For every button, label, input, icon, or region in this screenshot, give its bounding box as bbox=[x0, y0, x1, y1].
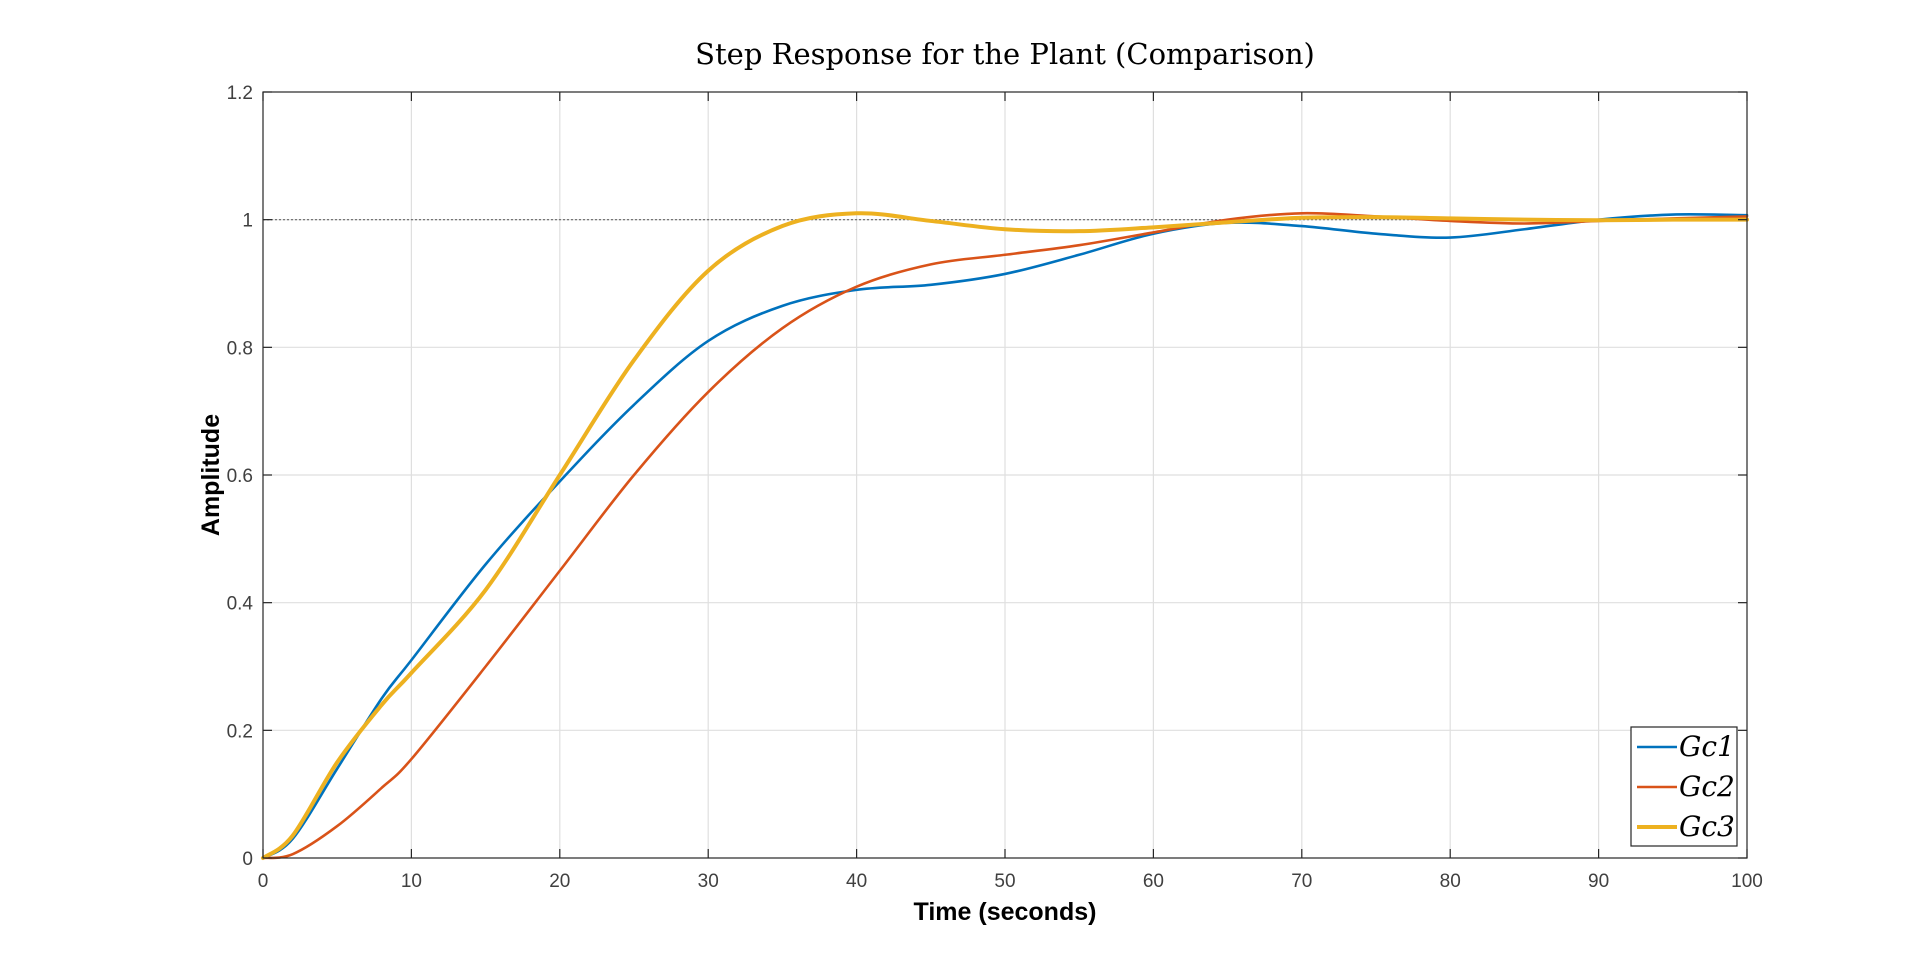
x-tick-label: 80 bbox=[1440, 871, 1461, 892]
series-line-gc1 bbox=[261, 213, 1749, 860]
legend-label-gc2: Gc2 bbox=[1679, 770, 1735, 803]
x-tick-label: 70 bbox=[1291, 871, 1312, 892]
x-tick-label: 0 bbox=[258, 871, 269, 892]
legend-label-gc1: Gc1 bbox=[1679, 730, 1735, 763]
chart-title: Step Response for the Plant (Comparison) bbox=[695, 37, 1315, 71]
series-line-gc2 bbox=[261, 211, 1749, 860]
y-tick-label: 0 bbox=[242, 849, 253, 870]
x-tick-label: 30 bbox=[698, 871, 719, 892]
legend: Gc1 Gc2 Gc3 bbox=[1630, 726, 1738, 847]
y-tick-label: 1 bbox=[242, 211, 253, 232]
x-tick-label: 60 bbox=[1143, 871, 1164, 892]
y-tick-label: 0.4 bbox=[227, 594, 254, 615]
tick-labels: 0 10 20 30 40 50 60 70 80 90 100 0 0.2 0.4 0.6 0.8 1 1.2 bbox=[227, 83, 1763, 892]
tick-marks bbox=[262, 91, 1748, 859]
grid-lines bbox=[263, 92, 1747, 858]
y-axis-label: Amplitude bbox=[197, 414, 225, 536]
x-tick-label: 40 bbox=[846, 871, 867, 892]
legend-label-gc3: Gc3 bbox=[1679, 810, 1735, 843]
x-tick-label: 90 bbox=[1588, 871, 1609, 892]
series-line-gc3 bbox=[261, 211, 1749, 860]
y-tick-label: 0.6 bbox=[227, 466, 253, 487]
y-tick-label: 0.8 bbox=[227, 338, 253, 359]
y-tick-label: 0.2 bbox=[227, 721, 253, 742]
x-tick-label: 10 bbox=[401, 871, 422, 892]
y-tick-label: 1.2 bbox=[227, 83, 253, 104]
x-tick-label: 100 bbox=[1731, 871, 1763, 892]
x-tick-label: 50 bbox=[994, 871, 1015, 892]
x-tick-label: 20 bbox=[549, 871, 570, 892]
x-axis-label: Time (seconds) bbox=[914, 898, 1097, 926]
series-lines bbox=[261, 211, 1749, 860]
